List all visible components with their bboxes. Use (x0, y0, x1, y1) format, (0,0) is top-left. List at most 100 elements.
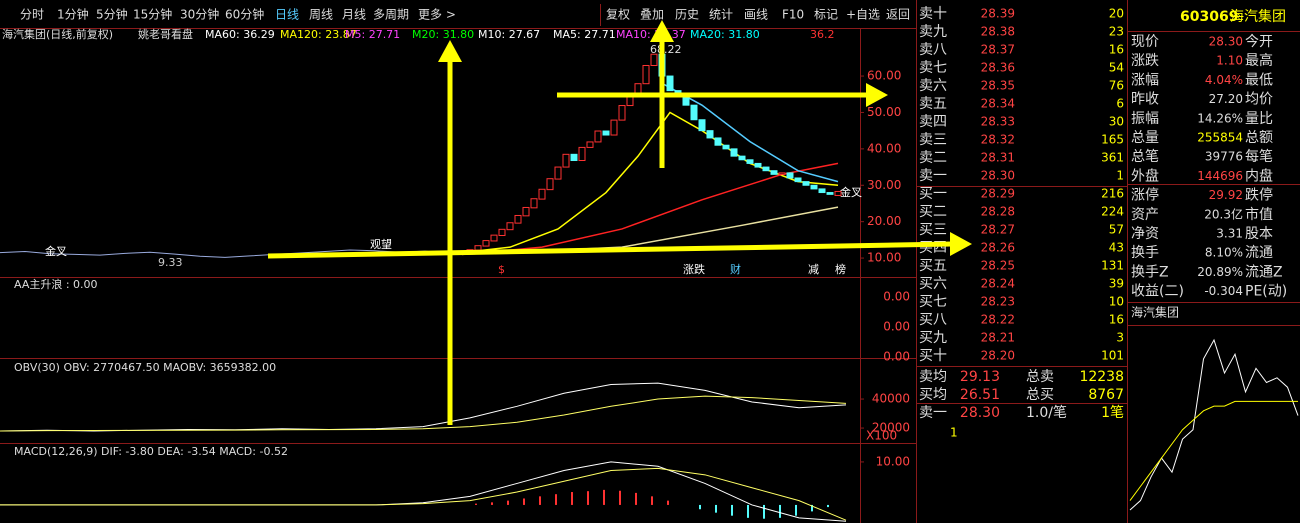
book-price: 28.31 (981, 151, 1015, 165)
book-price: 28.26 (981, 241, 1015, 255)
quote-value: 1.10 (1216, 54, 1243, 68)
period-tab[interactable]: 月线 (342, 8, 366, 22)
book-volume: 165 (1101, 133, 1124, 147)
panel-label: AA主升浪 : 0.00 (14, 277, 98, 291)
book-price: 28.35 (981, 79, 1015, 93)
candle (746, 159, 754, 164)
period-tab[interactable]: 分时 (20, 8, 44, 22)
candle (602, 130, 610, 136)
candle (826, 192, 834, 195)
y-tick-label: 30.00 (867, 178, 901, 192)
book-summary: 1.0/笔 (1026, 405, 1067, 421)
candle (482, 240, 490, 247)
quote-value: 20.89% (1197, 265, 1243, 279)
ma-label: M5: 27.71 (345, 28, 400, 41)
period-tab[interactable]: 5分钟 (96, 7, 128, 22)
early-price-line (0, 249, 451, 258)
book-label: 卖十 (919, 6, 947, 22)
quote-label: 换手 (1131, 244, 1159, 261)
book-label: 卖六 (919, 78, 947, 94)
quote-label: 收益(二) (1131, 284, 1184, 300)
quote-value: 20.3亿 (1204, 206, 1243, 221)
book-price: 28.24 (981, 277, 1015, 291)
tool-button[interactable]: F10 (782, 8, 804, 22)
quote-value: 27.20 (1209, 92, 1243, 106)
intraday-price (1129, 338, 1299, 511)
chart-annotation: 减 (808, 263, 819, 276)
candle (514, 214, 522, 224)
quote-label: 市值 (1245, 206, 1273, 223)
quote-label: 振幅 (1131, 111, 1159, 127)
period-tab[interactable]: 更多 > (418, 8, 456, 22)
chart-title: 海汽集团(日线,前复权) (2, 27, 113, 41)
book-price: 28.28 (981, 205, 1015, 219)
book-label: 买七 (919, 294, 947, 310)
ma-label: MA60: 36.29 (205, 28, 275, 41)
tool-button[interactable]: 返回 (886, 8, 910, 22)
book-volume: 361 (1101, 151, 1124, 165)
candle (594, 130, 602, 143)
tick-volume: 1 (950, 426, 958, 440)
quote-label: 昨收 (1131, 92, 1159, 108)
book-label: 卖三 (919, 132, 947, 148)
quote-label: 净资 (1131, 226, 1159, 242)
stock-code: 603069 (1180, 9, 1238, 25)
tool-button[interactable]: 画线 (744, 8, 768, 22)
ma-label: M10: 27.67 (478, 28, 540, 41)
quote-label: 最高 (1245, 52, 1273, 69)
period-tab[interactable]: 1分钟 (57, 7, 89, 22)
period-tab[interactable]: 30分钟 (180, 7, 219, 22)
candle (578, 146, 586, 162)
tool-button[interactable]: 历史 (675, 8, 699, 22)
ma-label: MA20: 31.80 (690, 28, 760, 41)
period-tab[interactable]: 多周期 (373, 8, 409, 22)
book-label: 买八 (919, 312, 947, 328)
dea-line (0, 467, 847, 521)
quote-label: 内盘 (1245, 167, 1273, 184)
quote-value: 3.31 (1216, 227, 1243, 241)
candle (754, 162, 762, 168)
candle (618, 105, 626, 121)
quote-value: 14.26% (1197, 111, 1243, 125)
quote-value: 28.30 (1209, 35, 1243, 49)
content: 分时 1分钟 5分钟 15分钟 30分钟 60分钟 日线 周线 月线 多周期 更多 > 复权 叠加 历史统… (0, 6, 1299, 522)
period-tab[interactable]: 日线 (275, 8, 299, 22)
book-price: 28.30 (981, 169, 1015, 183)
tool-button[interactable]: +自选 (846, 8, 880, 22)
period-tab[interactable]: 周线 (309, 8, 333, 22)
maobv-line (0, 395, 847, 432)
tool-button[interactable]: 标记 (814, 8, 838, 22)
tool-button[interactable]: 复权 (606, 8, 630, 22)
book-volume: 216 (1101, 187, 1124, 201)
candle (730, 148, 738, 157)
candle (538, 188, 546, 200)
unit-label: X100 (866, 429, 897, 443)
chart-annotation: 9.33 (158, 256, 183, 269)
period-tab[interactable]: 60分钟 (225, 7, 264, 22)
book-volume: 101 (1101, 349, 1124, 363)
quote-label: 总笔 (1131, 149, 1159, 165)
period-tab[interactable]: 15分钟 (133, 7, 172, 22)
candle (522, 206, 530, 217)
candle (834, 190, 842, 196)
quote-value: 29.92 (1209, 188, 1243, 202)
candle (690, 104, 698, 121)
y-tick-label: 20.00 (867, 214, 901, 228)
candle (818, 188, 826, 194)
quote-label: 跌停 (1245, 187, 1273, 204)
candle (506, 222, 514, 231)
book-label: 卖二 (919, 150, 947, 166)
intraday-average (1129, 400, 1298, 501)
candle (530, 198, 538, 209)
candle (714, 137, 722, 146)
candle (794, 177, 802, 183)
panel-label: OBV(30) OBV: 2770467.50 MAOBV: 3659382.0… (14, 361, 276, 374)
quote-label: 资产 (1131, 207, 1159, 223)
tool-button[interactable]: 统计 (709, 8, 733, 22)
book-volume: 30 (1109, 115, 1124, 129)
ma-label: 36.2 (810, 28, 835, 41)
candle (554, 166, 562, 180)
tool-button[interactable]: 叠加 (640, 8, 664, 22)
quote-label: 股本 (1245, 226, 1273, 242)
